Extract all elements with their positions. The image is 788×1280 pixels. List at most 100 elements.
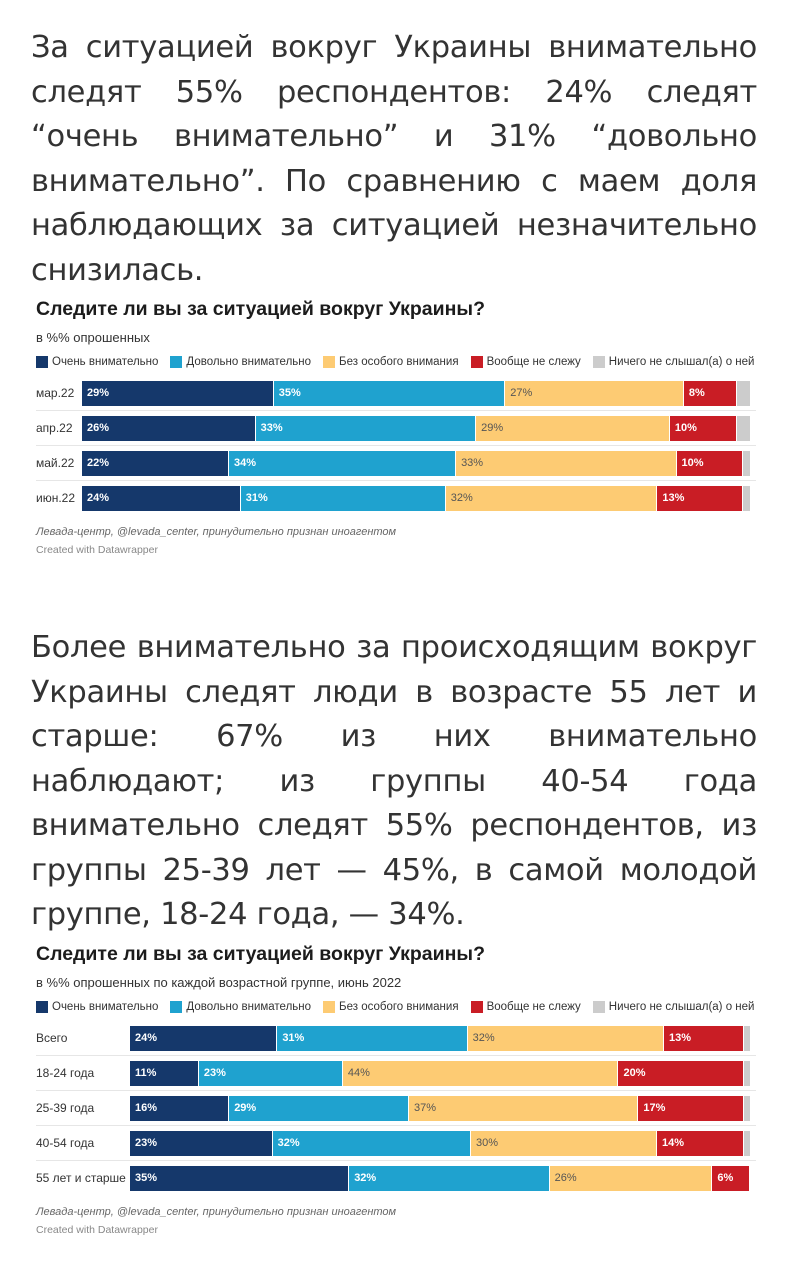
stacked-bar: 24% 31% 32% 13% (82, 486, 750, 511)
bar-segment: 31% (240, 486, 446, 511)
segment-value-label: 33% (461, 457, 484, 469)
row-label: май.22 (36, 456, 75, 470)
stacked-bar: 11% 23% 44% 20% (130, 1061, 750, 1086)
bar-segment: 29% (476, 416, 670, 441)
row-divider (36, 410, 756, 411)
bar-segment (743, 1026, 750, 1051)
legend-item: Без особого внимания (323, 356, 459, 368)
legend-label: Без особого внимания (339, 356, 459, 368)
chart-row: 25-39 года 16% 29% 37% 17% (36, 1091, 756, 1126)
age-paragraph: Более внимательно за происходящим вокруг… (31, 630, 757, 932)
legend-item: Ничего не слышал(а) о ней (592, 1001, 755, 1013)
legend-item: Очень внимательно (36, 356, 158, 368)
stacked-bar: 16% 29% 37% 17% (130, 1096, 750, 1121)
bar-segment: 16% (130, 1096, 230, 1121)
legend-item: Довольно внимательно (170, 356, 311, 368)
chart-credit: Created with Datawrapper (36, 1224, 158, 1236)
bar-segment: 31% (277, 1026, 468, 1051)
bar-segment: 33% (456, 451, 677, 476)
bar-segment: 32% (349, 1166, 550, 1191)
bar-segment: 32% (272, 1131, 471, 1156)
segment-value-label: 35% (135, 1172, 158, 1184)
bar-segment: 10% (676, 451, 744, 476)
row-label: 40-54 года (36, 1136, 95, 1150)
stacked-bar: 35% 32% 26% 6% (130, 1166, 750, 1191)
segment-value-label: 31% (245, 492, 268, 504)
legend-label: Довольно внимательно (186, 356, 312, 368)
legend-swatch (592, 1001, 605, 1013)
bar-segment: 23% (130, 1131, 273, 1156)
legend-swatch (592, 356, 605, 368)
segment-value-label: 10% (681, 457, 704, 469)
row-divider (36, 1125, 756, 1126)
chart-row: мар.22 29% 35% 27% 8% (36, 376, 756, 411)
legend-item: Вообще не слежу (470, 1001, 581, 1013)
chart-title: Следите ли вы за ситуацией вокруг Украин… (36, 298, 485, 320)
chart-title: Следите ли вы за ситуацией вокруг Украин… (36, 943, 485, 965)
bar-segment: 10% (669, 416, 737, 441)
segment-value-label: 6% (717, 1172, 734, 1184)
bar-segment: 13% (657, 486, 744, 511)
row-label: 18-24 года (36, 1066, 95, 1080)
row-label: 25-39 года (36, 1101, 95, 1115)
segment-value-label: 29% (481, 422, 504, 434)
bar-segment: 22% (82, 451, 229, 476)
attention-by-age-chart: Следите ли вы за ситуацией вокруг Украин… (36, 941, 756, 1236)
segment-value-label: 32% (450, 492, 473, 504)
bar-segment (736, 416, 750, 441)
chart-row: июн.22 24% 31% 32% 13% (36, 481, 756, 516)
bar-segment: 29% (82, 381, 274, 406)
row-label: июн.22 (36, 491, 76, 505)
legend-swatch (323, 356, 336, 368)
chart-subtitle: в %% опрошенных (36, 330, 150, 345)
segment-value-label: 32% (354, 1172, 377, 1184)
segment-value-label: 31% (282, 1032, 305, 1044)
segment-value-label: 16% (135, 1102, 158, 1114)
segment-value-label: 29% (87, 387, 110, 399)
legend-swatch (470, 1001, 483, 1013)
bar-segment: 8% (683, 381, 737, 406)
legend-item: Вообще не слежу (470, 356, 581, 368)
bar-segment: 33% (255, 416, 477, 441)
legend-label: Без особого внимания (339, 1001, 459, 1013)
bar-segment: 17% (638, 1096, 744, 1121)
chart-source: Левада-центр, @levada_center, принудител… (36, 526, 397, 538)
stacked-bar: 29% 35% 27% 8% (82, 381, 750, 406)
chart-credit: Created with Datawrapper (36, 544, 158, 556)
legend-item: Довольно внимательно (170, 1001, 311, 1013)
legend-label: Ничего не слышал(а) о ней (608, 1001, 755, 1013)
legend-label: Очень внимательно (52, 356, 159, 368)
bar-segment: 32% (445, 486, 658, 511)
chart-row: 55 лет и старше 35% 32% 26% 6% (36, 1161, 756, 1196)
stacked-bar: 26% 33% 29% 10% (82, 416, 750, 441)
segment-value-label: 20% (623, 1067, 646, 1079)
bar-segment (743, 1061, 750, 1086)
legend-item: Очень внимательно (36, 1001, 158, 1013)
bar-segment: 14% (656, 1131, 744, 1156)
segment-value-label: 22% (87, 457, 110, 469)
row-divider (36, 1090, 756, 1091)
row-label: апр.22 (36, 421, 73, 435)
row-divider (36, 445, 756, 446)
segment-value-label: 32% (277, 1137, 300, 1149)
segment-value-label: 44% (347, 1067, 370, 1079)
stacked-bar: 23% 32% 30% 14% (130, 1131, 750, 1156)
bar-segment: 37% (408, 1096, 639, 1121)
row-label: Всего (36, 1031, 68, 1045)
bar-segment: 32% (467, 1026, 665, 1051)
chart-rows: мар.22 29% 35% 27% 8% апр.22 26% 33% 29% 10% май.2… (36, 376, 756, 516)
bar-segment: 11% (130, 1061, 199, 1086)
bar-segment (743, 486, 750, 511)
legend-label: Очень внимательно (52, 1001, 159, 1013)
bar-segment: 20% (618, 1061, 744, 1086)
segment-value-label: 17% (643, 1102, 666, 1114)
bar-segment (736, 381, 750, 406)
chart-subtitle: в %% опрошенных по каждой возрастной гру… (36, 975, 402, 990)
bar-segment: 24% (82, 486, 241, 511)
segment-value-label: 34% (233, 457, 256, 469)
chart-legend: Очень внимательно Довольно внимательно Без… (36, 1001, 756, 1013)
segment-value-label: 13% (669, 1032, 692, 1044)
segment-value-label: 11% (135, 1067, 157, 1079)
chart-row: май.22 22% 34% 33% 10% (36, 446, 756, 481)
chart-row: 18-24 года 11% 23% 44% 20% (36, 1056, 756, 1091)
